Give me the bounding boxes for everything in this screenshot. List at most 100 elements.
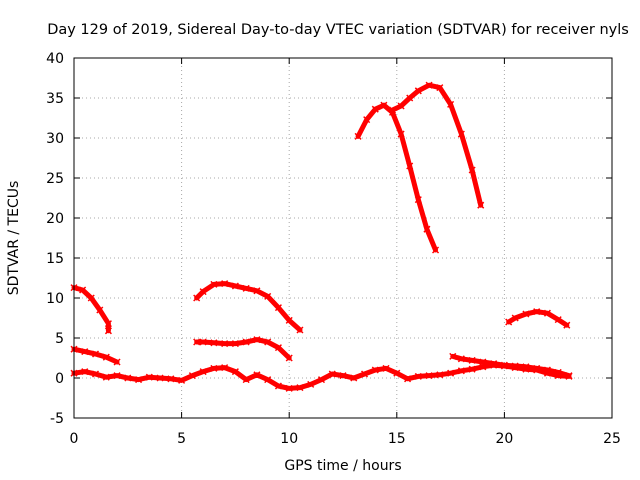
x-axis-label: GPS time / hours	[284, 458, 401, 474]
data-point	[264, 376, 272, 384]
grid	[74, 58, 612, 418]
data-point	[242, 376, 250, 384]
data-point	[533, 308, 541, 316]
data-point	[414, 372, 422, 380]
data-point	[156, 374, 164, 382]
series-arc-a	[70, 284, 112, 335]
data-point	[397, 102, 405, 110]
data-point	[135, 376, 143, 384]
data-point	[457, 355, 465, 363]
axis-ticks: 0 5 10 15 20 25 -5 0 5 10 15 20 25 30 35 40	[46, 51, 621, 447]
plot-frame	[73, 57, 613, 419]
data-point	[296, 326, 304, 334]
data-point	[221, 280, 229, 288]
data-point	[425, 81, 433, 89]
data-point	[91, 350, 100, 358]
data-point	[199, 368, 207, 376]
data-point	[543, 309, 551, 317]
y-tick-label: 0	[55, 371, 64, 387]
series-arc-g	[388, 81, 485, 209]
chart-title: Day 129 of 2019, Sidereal Day-to-day VTE…	[47, 22, 629, 38]
data-point	[380, 101, 388, 109]
data-point	[231, 340, 239, 348]
data-point	[432, 246, 440, 254]
x-tick-label: 20	[495, 431, 513, 447]
data-point	[388, 106, 397, 114]
data-point	[522, 363, 530, 371]
series-arc-c	[70, 361, 573, 392]
data-point	[124, 374, 132, 382]
x-tick-label: 5	[177, 431, 186, 447]
data-point	[210, 339, 218, 347]
data-point	[296, 384, 304, 392]
data-point	[363, 116, 371, 124]
data-point	[565, 372, 573, 380]
data-point	[210, 280, 218, 288]
data-point	[404, 375, 412, 383]
data-point	[511, 314, 519, 322]
data-point	[447, 100, 455, 108]
data-point	[477, 201, 485, 209]
series-trace	[355, 102, 438, 253]
data-point	[505, 318, 513, 326]
data-point	[360, 370, 369, 378]
data-point	[425, 372, 433, 380]
series-arc-h	[449, 352, 573, 380]
data-point	[406, 94, 414, 102]
data-point	[274, 382, 282, 390]
series-arc-i	[505, 308, 571, 329]
data-point	[167, 375, 175, 383]
data-point	[102, 353, 110, 361]
series-arc-d	[193, 336, 293, 362]
data-point	[436, 84, 444, 92]
data-point	[533, 364, 541, 372]
data-point	[188, 372, 196, 380]
data-point	[79, 286, 87, 294]
data-point	[350, 374, 358, 382]
data-point	[81, 368, 89, 376]
data-point	[457, 130, 465, 138]
data-point	[274, 304, 282, 312]
data-point	[479, 358, 487, 366]
data-point	[397, 130, 405, 138]
data-point	[221, 340, 229, 348]
data-point	[371, 366, 379, 374]
y-axis-label: SDTVAR / TECUs	[6, 181, 22, 296]
series-arc-b	[70, 345, 121, 366]
data-point	[285, 384, 293, 392]
data-point	[354, 132, 362, 140]
series-arc-e	[193, 280, 304, 334]
data-point	[264, 338, 272, 346]
data-point	[382, 364, 390, 372]
data-point	[371, 105, 379, 113]
data-point	[253, 371, 261, 379]
data-point	[500, 361, 508, 369]
data-point	[449, 352, 457, 360]
data-point	[447, 369, 455, 377]
data-point	[253, 336, 261, 344]
data-point	[554, 316, 562, 324]
data-point	[414, 196, 422, 204]
data-point	[199, 288, 207, 296]
data-point	[113, 358, 121, 366]
data-point	[554, 368, 562, 376]
data-point	[87, 294, 95, 302]
data-point	[457, 367, 465, 375]
y-tick-label: 10	[46, 291, 64, 307]
y-tick-label: 30	[46, 131, 64, 147]
data-series	[70, 81, 573, 392]
data-point	[193, 294, 201, 302]
data-point	[328, 370, 336, 378]
data-point	[221, 364, 229, 372]
y-tick-label: -5	[50, 411, 64, 427]
data-point	[102, 373, 110, 381]
data-point	[242, 284, 250, 292]
data-point	[522, 310, 530, 318]
x-tick-label: 25	[603, 431, 621, 447]
data-point	[436, 371, 444, 379]
y-tick-label: 35	[46, 91, 64, 107]
series-trace	[71, 285, 111, 334]
series-arc-f	[354, 101, 440, 254]
data-point	[285, 354, 293, 362]
